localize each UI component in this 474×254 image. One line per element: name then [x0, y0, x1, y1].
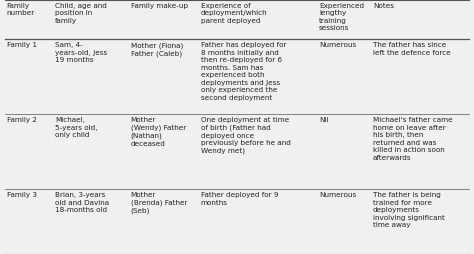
Text: Family 2: Family 2: [7, 117, 36, 123]
Text: Nil: Nil: [319, 117, 328, 123]
Text: Experienced
lengthy
training
sessions: Experienced lengthy training sessions: [319, 3, 364, 31]
Text: Michael's father came
home on leave after
his birth, then
returned and was
kille: Michael's father came home on leave afte…: [373, 117, 453, 161]
Text: One deployment at time
of birth (Father had
deployed once
previously before he a: One deployment at time of birth (Father …: [201, 117, 291, 154]
Text: Sam, 4-
years-old, Jess
19 months: Sam, 4- years-old, Jess 19 months: [55, 42, 108, 64]
Text: Notes: Notes: [373, 3, 394, 9]
Text: Family make-up: Family make-up: [130, 3, 188, 9]
Text: Mother
(Brenda) Father
(Seb): Mother (Brenda) Father (Seb): [130, 192, 187, 214]
Text: Brian, 3-years
old and Davina
18-months old: Brian, 3-years old and Davina 18-months …: [55, 192, 109, 213]
Text: Family 3: Family 3: [7, 192, 36, 198]
Text: The father is being
trained for more
deployments
involving significant
time away: The father is being trained for more dep…: [373, 192, 445, 228]
Text: Father has deployed for
8 months initially and
then re-deployed for 6
months. Sa: Father has deployed for 8 months initial…: [201, 42, 286, 101]
Text: Family
number: Family number: [7, 3, 35, 16]
Text: The father has since
left the defence force: The father has since left the defence fo…: [373, 42, 451, 56]
Text: Michael,
5-years old,
only child: Michael, 5-years old, only child: [55, 117, 98, 138]
Text: Mother
(Wendy) Father
(Nathan)
deceased: Mother (Wendy) Father (Nathan) deceased: [130, 117, 186, 147]
Text: Experience of
deployment/which
parent deployed: Experience of deployment/which parent de…: [201, 3, 267, 24]
Text: Numerous: Numerous: [319, 42, 356, 49]
Text: Mother (Fiona)
Father (Caleb): Mother (Fiona) Father (Caleb): [130, 42, 183, 57]
Text: Family 1: Family 1: [7, 42, 36, 49]
Text: Numerous: Numerous: [319, 192, 356, 198]
Text: Child, age and
position in
family: Child, age and position in family: [55, 3, 107, 24]
Text: Father deployed for 9
months: Father deployed for 9 months: [201, 192, 278, 206]
